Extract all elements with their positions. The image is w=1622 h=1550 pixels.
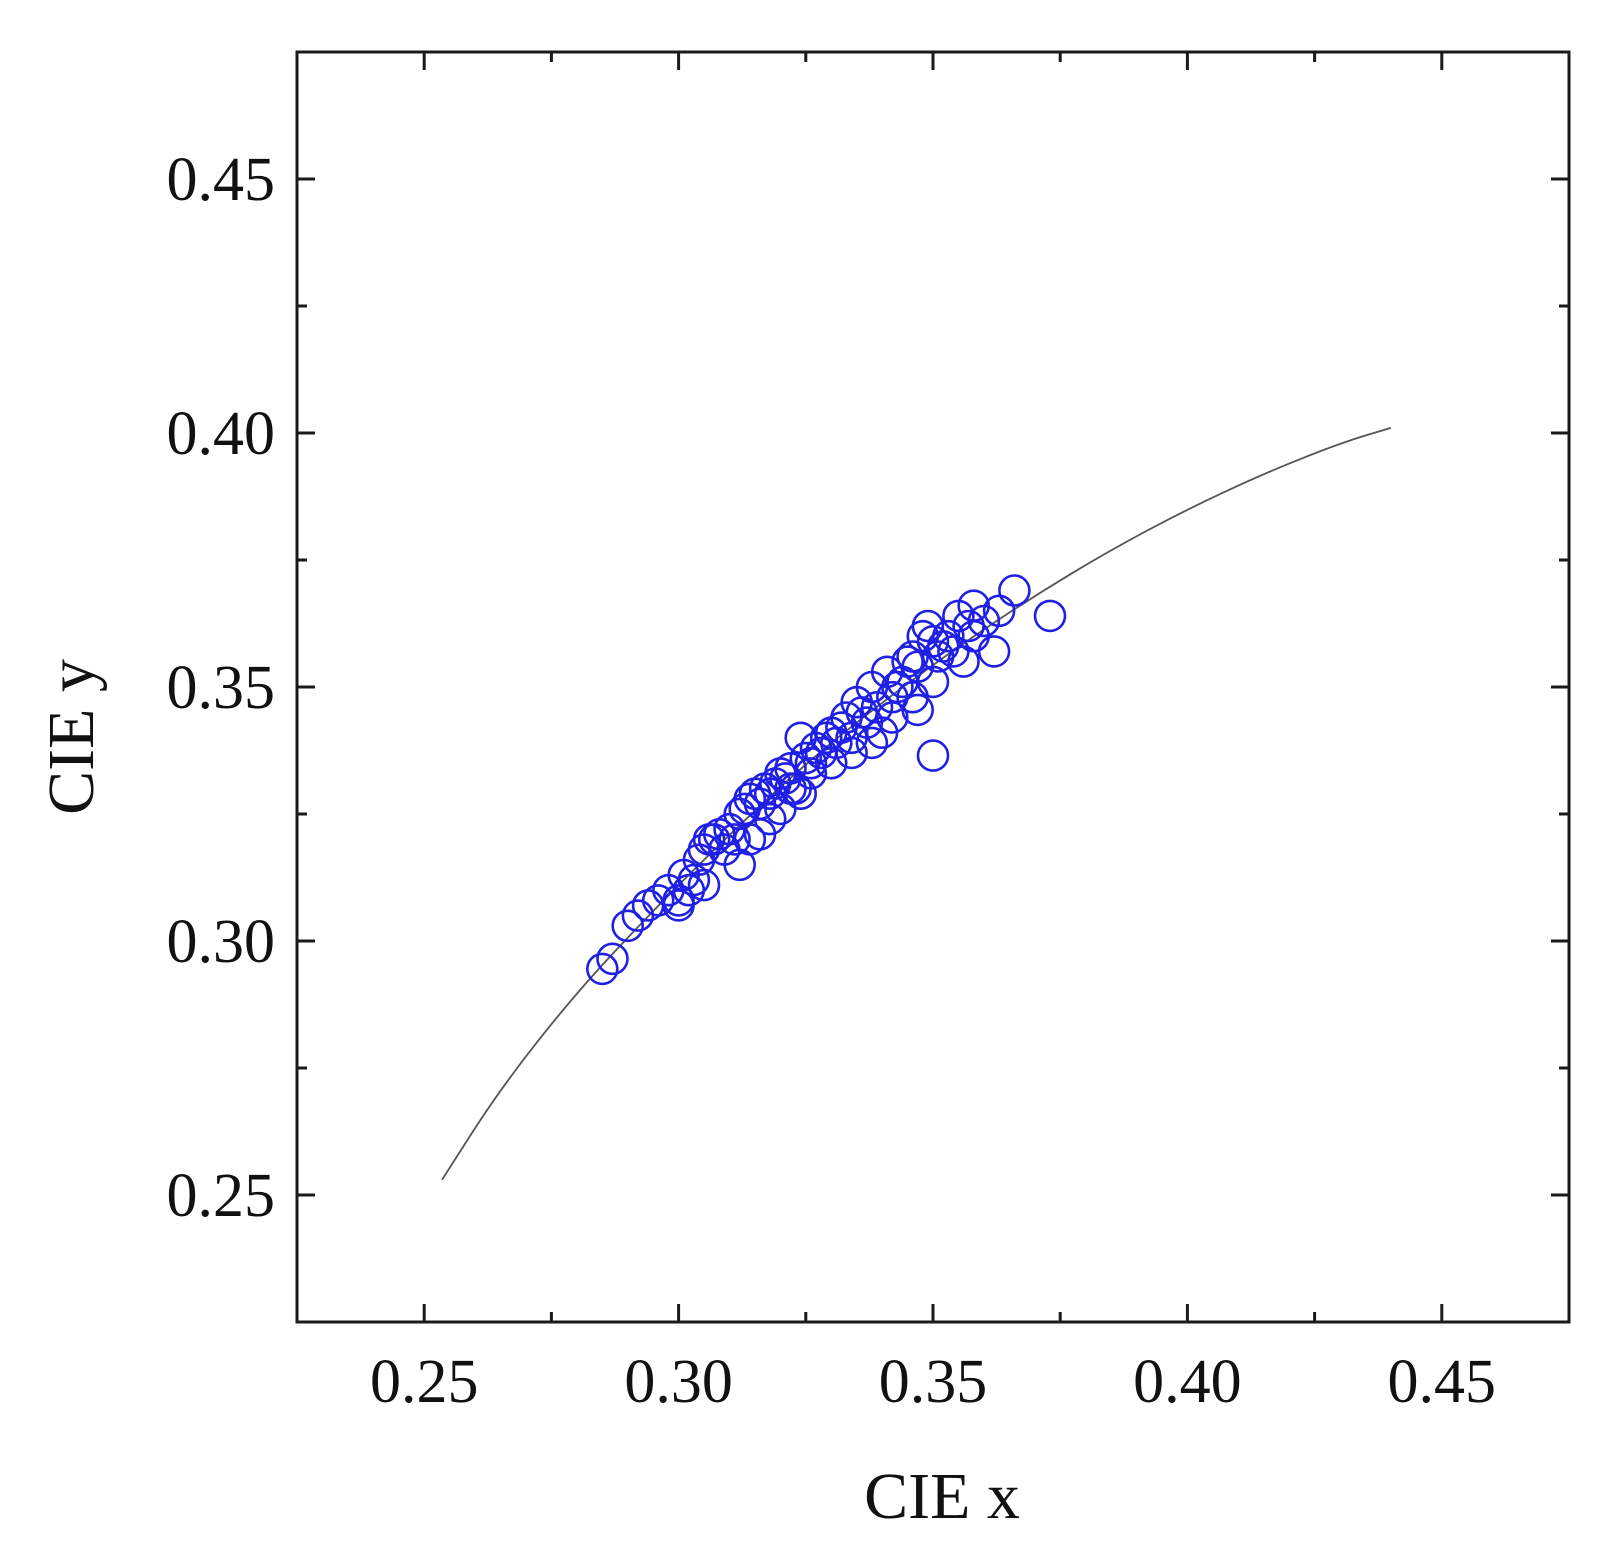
x-tick-label: 0.30 — [624, 1348, 733, 1416]
data-point — [957, 619, 991, 653]
data-point — [794, 746, 828, 780]
data-point — [855, 726, 889, 760]
data-point — [774, 772, 807, 805]
data-point — [1033, 599, 1067, 633]
y-axis-title: CIE y — [35, 659, 108, 815]
x-tick-label: 0.35 — [879, 1348, 988, 1416]
y-tick-label: 0.40 — [167, 400, 276, 468]
y-tick-label: 0.25 — [167, 1162, 276, 1230]
curve-layer — [441, 427, 1392, 1181]
data-point — [977, 635, 1011, 668]
data-point — [687, 868, 721, 902]
data-point — [641, 884, 675, 917]
y-tick-label: 0.30 — [167, 908, 276, 976]
data-point — [916, 665, 950, 699]
data-point — [733, 823, 767, 856]
data-point — [718, 823, 751, 856]
reference-curve — [441, 427, 1392, 1181]
data-point — [753, 802, 787, 836]
data-point — [875, 701, 909, 734]
points-layer — [585, 574, 1067, 986]
data-point — [835, 736, 868, 770]
x-tick-label: 0.45 — [1388, 1348, 1497, 1416]
plot-frame — [295, 50, 1571, 1324]
data-point — [916, 739, 950, 772]
ticks-layer — [295, 52, 1569, 1324]
y-tick-label: 0.45 — [167, 146, 276, 214]
x-tick-label: 0.40 — [1133, 1348, 1242, 1416]
data-point — [998, 574, 1031, 607]
data-point — [662, 889, 695, 922]
data-point — [611, 909, 645, 943]
x-axis-title: CIE x — [864, 1460, 1020, 1533]
data-point — [789, 741, 823, 775]
data-point — [596, 942, 629, 976]
data-point — [814, 746, 848, 780]
x-tick-label: 0.25 — [370, 1348, 479, 1416]
y-tick-label: 0.35 — [167, 654, 276, 722]
data-point — [585, 952, 619, 986]
data-point — [931, 619, 965, 653]
tick-labels-layer: 0.25 0.30 0.35 0.40 0.45 0.25 0.30 0.35 0.40 0.45 — [167, 146, 1497, 1416]
